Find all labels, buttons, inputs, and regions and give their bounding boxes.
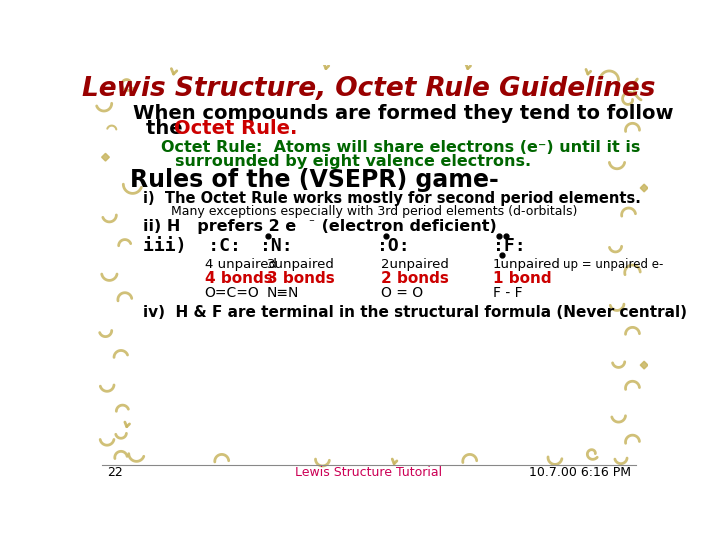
Text: i)  The Octet Rule works mostly for second period elements.: i) The Octet Rule works mostly for secon… xyxy=(143,191,641,206)
Text: O = O: O = O xyxy=(381,287,423,300)
Text: :N:: :N: xyxy=(261,237,293,255)
Text: 1unpaired: 1unpaired xyxy=(493,258,561,271)
Text: up = unpaired e-: up = unpaired e- xyxy=(563,258,663,271)
Text: :O:: :O: xyxy=(377,237,410,255)
Text: 10.7.00 6:16 PM: 10.7.00 6:16 PM xyxy=(529,465,631,478)
Text: When compounds are formed they tend to follow: When compounds are formed they tend to f… xyxy=(132,104,673,123)
Text: O=C=O: O=C=O xyxy=(204,287,259,300)
Polygon shape xyxy=(640,361,648,369)
Text: Octet Rule.: Octet Rule. xyxy=(174,119,297,138)
Text: surrounded by eight valence electrons.: surrounded by eight valence electrons. xyxy=(175,154,531,170)
Text: Lewis Structure Tutorial: Lewis Structure Tutorial xyxy=(295,465,443,478)
Text: 3 bonds: 3 bonds xyxy=(266,272,335,286)
Text: 1 bond: 1 bond xyxy=(493,272,552,286)
Text: :F:: :F: xyxy=(493,237,526,255)
Polygon shape xyxy=(640,184,648,192)
Text: 4 unpaired: 4 unpaired xyxy=(204,258,276,271)
Polygon shape xyxy=(102,153,109,161)
Text: iii)  :C:: iii) :C: xyxy=(143,237,240,255)
Text: ii) H   prefers 2 e: ii) H prefers 2 e xyxy=(143,219,296,234)
Text: Octet Rule:  Atoms will share electrons (e⁻) until it is: Octet Rule: Atoms will share electrons (… xyxy=(161,140,641,156)
Text: 3unpaired: 3unpaired xyxy=(266,258,335,271)
Text: (electron deficient): (electron deficient) xyxy=(316,219,497,234)
Text: 2 bonds: 2 bonds xyxy=(381,272,449,286)
Text: N≡N: N≡N xyxy=(266,287,299,300)
Text: Many exceptions especially with 3rd period elements (d-orbitals): Many exceptions especially with 3rd peri… xyxy=(171,205,577,218)
Text: iv)  H & F are terminal in the structural formula (Never central): iv) H & F are terminal in the structural… xyxy=(143,305,687,320)
Text: the: the xyxy=(145,119,189,138)
Text: 2unpaired: 2unpaired xyxy=(381,258,449,271)
Text: Lewis Structure, Octet Rule Guidelines: Lewis Structure, Octet Rule Guidelines xyxy=(82,77,656,103)
Text: F - F: F - F xyxy=(493,287,523,300)
Text: Rules of the (VSEPR) game-: Rules of the (VSEPR) game- xyxy=(130,168,499,192)
Text: ⁻: ⁻ xyxy=(309,218,315,228)
Text: 4 bonds: 4 bonds xyxy=(204,272,272,286)
Text: 22: 22 xyxy=(107,465,123,478)
